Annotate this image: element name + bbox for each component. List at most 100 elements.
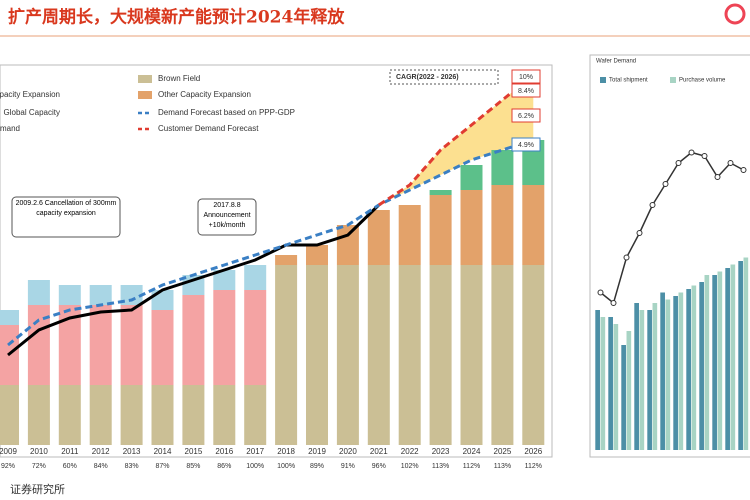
bar	[652, 303, 658, 450]
row-label: 112%	[463, 463, 480, 470]
bar	[712, 275, 717, 450]
bar-segment	[182, 275, 205, 295]
bar	[595, 310, 600, 450]
bar-segment	[367, 265, 390, 445]
bar	[738, 261, 743, 450]
bar-segment	[244, 290, 267, 385]
legend-label: Capacity Expansion	[0, 90, 60, 99]
row-label: 72%	[32, 463, 46, 470]
x-tick-label: 2018	[277, 447, 295, 456]
series-line	[600, 151, 744, 305]
legend-swatch	[138, 75, 152, 83]
row-label: 100%	[277, 463, 295, 470]
bar-segment	[182, 385, 205, 445]
x-tick-label: 2021	[370, 447, 388, 456]
chart-title: Wafer Demand	[596, 59, 636, 65]
x-tick-label: 2023	[432, 447, 450, 456]
bar-segment	[491, 265, 514, 445]
bar-segment	[275, 255, 298, 265]
legend-swatch	[600, 77, 606, 83]
annotation-box	[511, 137, 541, 152]
line-point	[701, 153, 708, 159]
bar-segment	[151, 290, 174, 310]
bar-segment	[27, 305, 50, 385]
bar-segment	[213, 290, 236, 385]
legend-label: Other Capacity Expansion	[158, 90, 251, 99]
bar-segment	[275, 265, 298, 445]
legend-label: Total shipment	[609, 78, 648, 84]
bar-segment	[429, 195, 452, 265]
line-point	[623, 254, 630, 261]
bar	[678, 292, 684, 450]
bar	[621, 345, 626, 450]
bar	[717, 271, 723, 450]
x-tick-label: 2024	[463, 447, 481, 456]
bar	[686, 289, 691, 450]
bar-segment	[0, 310, 19, 325]
bar-segment	[27, 280, 50, 305]
annotation-wrap: 2017.8.8 Announcement +10k/month	[203, 202, 250, 229]
right-frame	[589, 54, 750, 458]
line-point	[610, 300, 617, 306]
annotation-wrap: 2009.2.6 Cancellation of 300mm capacity …	[16, 200, 117, 217]
bar-segment	[522, 185, 545, 265]
bar-segment	[398, 205, 421, 265]
bar-segment	[244, 385, 267, 445]
line-point	[727, 160, 734, 166]
line-point	[714, 174, 721, 180]
x-tick-label: 2016	[215, 447, 233, 456]
bar-segment	[491, 185, 514, 265]
bar-segment	[491, 150, 514, 185]
bar-segment	[89, 305, 112, 385]
bar-segment	[58, 385, 81, 445]
bar-segment	[120, 285, 143, 305]
bar	[639, 310, 645, 450]
series-line	[7, 203, 380, 357]
x-tick-label: 2020	[339, 447, 357, 456]
x-tick-label: 2019	[308, 447, 326, 456]
x-tick-label: 2010	[30, 447, 48, 456]
annotation: 6.2%	[518, 113, 534, 120]
bar-segment	[306, 245, 328, 265]
bar	[626, 331, 632, 450]
legend-label: Global Capacity	[4, 108, 60, 117]
annotation-box	[197, 198, 257, 236]
annotation: CAGR(2022 - 2026)	[396, 74, 459, 81]
x-tick-label: 2011	[61, 447, 79, 456]
row-label: 113%	[432, 463, 449, 470]
x-tick-label: 2025	[494, 447, 512, 456]
legend-label: Brown Field	[158, 74, 200, 83]
bar-segment	[89, 385, 112, 445]
bar	[647, 310, 652, 450]
annotation: 10%	[519, 74, 533, 81]
x-tick-label: 2014	[154, 447, 172, 456]
page-title: 扩产周期长，大规模新产能预计2024年释放	[8, 7, 345, 28]
line-point	[649, 202, 656, 208]
row-label: 83%	[125, 463, 139, 470]
line-point	[675, 160, 682, 166]
x-tick-label: 2017	[246, 447, 264, 456]
annotation-box	[389, 69, 499, 85]
bar-segment	[244, 265, 267, 290]
bar-segment	[460, 165, 483, 190]
bar-segment	[120, 385, 143, 445]
series-line	[377, 73, 535, 207]
bar-segment	[429, 190, 452, 195]
bar	[660, 292, 665, 450]
line-point	[636, 230, 643, 236]
x-tick-label: 2022	[401, 447, 419, 456]
row-label: 86%	[217, 463, 231, 470]
legend-swatch	[138, 91, 152, 99]
x-tick-label: 2026	[524, 447, 542, 456]
x-tick-label: 2009	[0, 447, 17, 456]
legend-label: Demand	[0, 124, 20, 133]
bar-segment	[306, 265, 328, 445]
row-label: 87%	[155, 463, 169, 470]
row-label: 84%	[94, 463, 108, 470]
bar-segment	[151, 385, 174, 445]
bar-segment	[0, 385, 19, 445]
annotation-box	[11, 196, 121, 238]
bar	[634, 303, 639, 450]
